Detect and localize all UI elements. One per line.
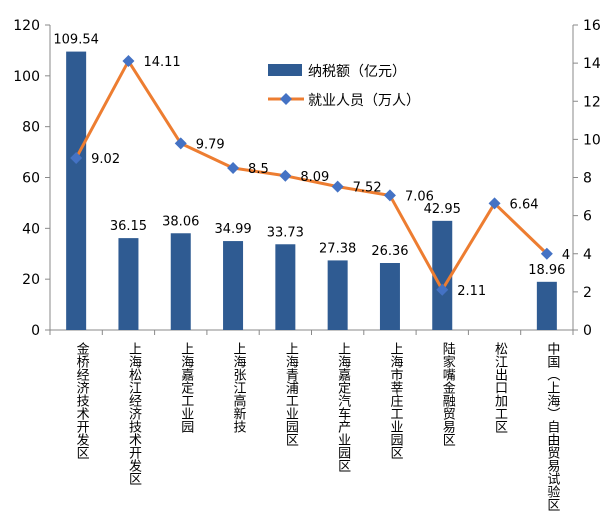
legend-label-tax: 纳税额（亿元） [308,64,406,80]
legend-label-employment: 就业人员（万人） [308,93,420,109]
bar-value-label: 26.36 [371,244,408,259]
category-label: 上海张江高新技 [231,342,247,433]
legend-swatch-marker [280,93,292,105]
line-marker [122,55,135,68]
bar-value-label: 18.96 [528,263,565,278]
y-left-tick-label: 60 [22,171,40,187]
bar [118,238,139,330]
y-left-tick-label: 20 [22,272,40,288]
category-label: 陆家嘴金融贸易区 [440,341,456,446]
y-right-tick-label: 2 [583,285,592,301]
category-label: 中国（上海）自由贸易试验区 [544,342,560,511]
y-right-tick-label: 12 [583,94,601,110]
bar [327,260,348,330]
line-marker [331,180,344,193]
category-label: 上海嘉定工业园 [178,342,194,433]
line-value-label: 8.09 [300,170,329,185]
line-value-label: 4 [562,248,570,263]
line-marker [70,152,83,165]
y-right-tick-label: 6 [583,209,592,225]
legend: 纳税额（亿元） 就业人员（万人） [268,64,420,109]
bar-value-label: 38.06 [162,214,199,229]
y-right-tick-label: 16 [583,18,601,34]
line-marker [174,137,187,150]
y-right-tick-label: 14 [583,56,601,72]
line-marker [436,283,449,296]
line-value-label: 6.64 [510,197,539,212]
y-left-tick-label: 100 [13,69,40,85]
line-value-label: 9.02 [91,152,120,167]
line-marker [488,197,501,210]
line-value-label: 8.5 [248,162,269,177]
category-label: 金桥经济技术开发区 [74,341,90,459]
category-label: 上海嘉定汽车产业园区 [335,342,351,472]
y-left-tick-label: 40 [22,221,40,237]
legend-swatch-bar [268,64,302,76]
category-labels: 金桥经济技术开发区 上海松江经济技术开发区 上海嘉定工业园 上海张江高新技 上海青浦工业… [74,341,560,511]
line-value-label: 9.79 [196,137,225,152]
bar [275,244,296,330]
y-right-tick-label: 10 [583,132,601,148]
line-marker [540,247,553,260]
data-labels: 109.54 36.15 38.06 34.99 33.73 27.38 26.36 42.9… [53,33,570,299]
line-marker [383,189,396,202]
line-marker [279,169,292,182]
bar-value-label: 42.95 [424,202,461,217]
bar [379,263,400,330]
employment-line [74,59,548,292]
line-value-label: 14.11 [143,55,180,70]
line-value-label: 7.52 [353,181,382,196]
line-series [70,55,553,296]
bar-series [66,51,557,330]
y-right-tick-label: 4 [583,247,592,263]
bar [66,51,87,330]
bar-value-label: 34.99 [214,222,251,237]
bar-value-label: 36.15 [110,219,147,234]
bar [170,233,191,330]
category-label: 上海青浦工业园区 [283,342,299,446]
y-right-tick-label: 0 [583,323,592,339]
y-left-tick-label: 0 [31,323,40,339]
bar-value-label: 27.38 [319,241,356,256]
bar-value-label: 33.73 [267,225,304,240]
y-left-tick-label: 120 [13,18,40,34]
line-value-label: 7.06 [405,189,434,204]
line-value-label: 2.11 [457,284,486,299]
category-label: 上海松江经济技术开发区 [126,342,142,485]
bar [223,241,244,330]
bar [432,220,453,330]
line-marker [227,161,240,174]
category-label: 上海市莘庄工业园区 [387,342,403,459]
category-label: 松江出口加工区 [492,342,508,433]
bar-value-label: 109.54 [53,33,99,48]
bar [536,281,557,330]
y-left-tick-label: 80 [22,120,40,136]
y-right-tick-label: 8 [583,171,592,187]
